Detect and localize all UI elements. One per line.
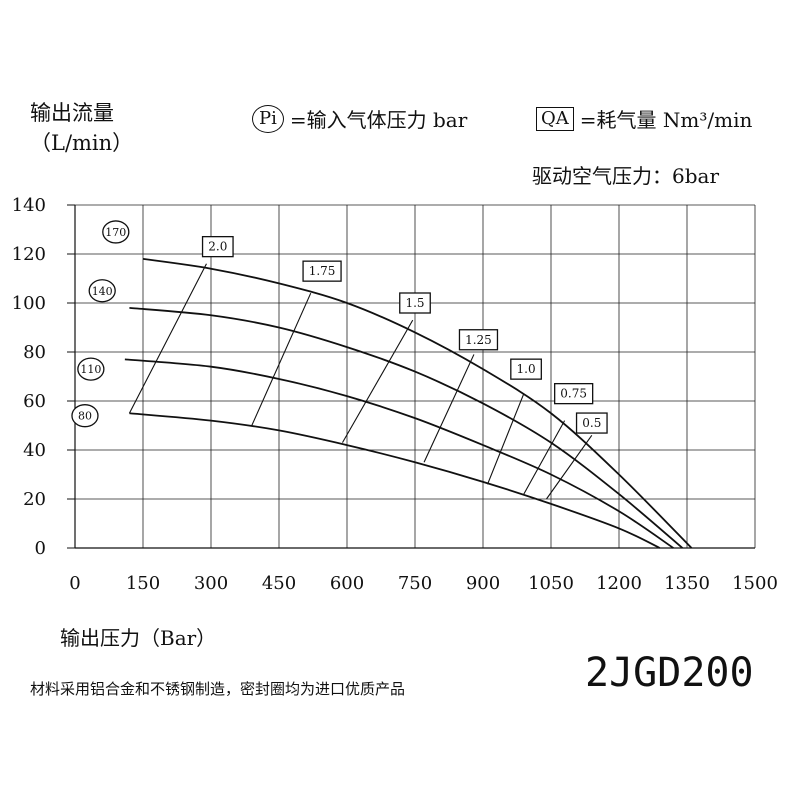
pi-label-text: 170 [105,226,126,239]
legend-pi-mark: Pi [252,104,284,133]
grid [75,204,756,548]
qa-line-0-5 [546,434,593,500]
pi-label-circle [71,404,99,428]
y-tick-label: 100 [12,293,46,314]
qa-label-text: 0.75 [560,387,587,401]
y-tick-label: 120 [12,244,46,265]
y-tick-label: 20 [23,489,46,510]
qa-label-box [201,235,234,258]
pi-label-text: 80 [78,410,92,423]
y-axis-title: 输出流量 （L/min） [30,98,133,158]
tick-labels: 0 150 300 450 600 750 900 1050 1200 1350 1500 0 20 40… [12,195,778,594]
qa-line-1-75 [251,292,312,426]
series-labels: 170 140 110 80 2.0 1.75 1.5 1.25 1.0 0.75 0.5 [71,220,608,434]
y-tick-label: 80 [23,342,46,363]
qa-line-2-0 [128,263,207,414]
qa-label-box [399,292,431,314]
x-tick-label: 1350 [664,573,710,594]
qa-label-text: 1.75 [309,264,336,278]
pi-label-text: 140 [92,285,113,298]
x-tick-label: 750 [398,573,432,594]
x-tick-label: 450 [262,573,296,594]
y-tick-label: 0 [35,538,46,559]
qa-line-1-25 [423,354,475,463]
pi-label-text: 110 [80,363,101,376]
series-line-pi-170 [142,258,693,549]
qa-label-box [458,329,499,351]
legend-pi-text: =输入气体压力 bar [289,108,468,132]
y-tick-label: 140 [12,195,46,216]
x-tick-label: 900 [466,573,500,594]
qa-label-text: 0.5 [582,416,601,430]
y-axis-title-line2: （L/min） [30,131,134,155]
qa-line-1-5 [341,319,414,443]
legend-qa: QA =耗气量 Nm³/min [536,104,752,133]
legend-pi: Pi =输入气体压力 bar [252,104,467,133]
series-line-pi-80 [129,412,661,549]
x-tick-label: 600 [330,573,364,594]
qa-label-box [510,358,542,380]
qa-label-text: 1.5 [405,296,424,310]
qa-label-box [302,260,342,282]
x-axis-title: 输出压力（Bar） [60,626,217,650]
y-axis-title-line1: 输出流量 [30,101,114,125]
pi-label-circle [88,279,116,303]
pi-label-circle [77,357,105,381]
drive-pressure-note: 驱动空气压力：6bar [532,164,720,188]
x-tick-label: 0 [69,573,80,594]
pi-label-circle [102,220,130,244]
material-note: 材料采用铝合金和不锈钢制造，密封圈均为进口优质产品 [30,680,406,698]
model-number: 2JGD200 [585,650,754,696]
legend-qa-text: =耗气量 Nm³/min [579,108,753,132]
x-tick-label: 1200 [596,573,642,594]
qa-label-text: 1.25 [465,333,492,347]
air-consumption-lines [128,263,593,500]
qa-line-1-0 [487,393,525,485]
qa-label-text: 1.0 [517,362,536,376]
axes [67,204,755,549]
y-tick-label: 40 [23,440,46,461]
x-tick-label: 300 [194,573,228,594]
x-tick-label: 1050 [528,573,574,594]
qa-label-text: 2.0 [208,240,227,254]
x-tick-label: 150 [126,573,160,594]
series-line-pi-110 [124,358,674,549]
series-line-pi-140 [129,307,684,549]
x-tick-label: 1500 [732,573,778,594]
y-tick-label: 60 [23,391,46,412]
qa-line-0-75 [523,420,566,495]
series-lines [124,258,693,549]
legend-qa-mark: QA [536,106,574,131]
qa-label-box [575,412,608,434]
qa-label-box [554,382,594,405]
